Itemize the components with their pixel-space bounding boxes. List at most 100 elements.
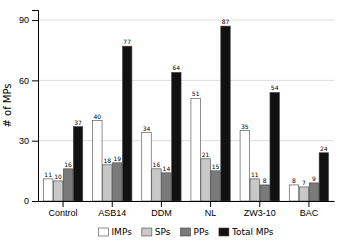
- x-tick-mark: [161, 201, 162, 207]
- legend-swatch: [181, 228, 191, 236]
- x-tick-mark: [63, 201, 64, 207]
- y-axis: 0 30 60 90: [19, 11, 39, 207]
- bar: [260, 185, 269, 201]
- y-tick-mark: [32, 201, 38, 202]
- y-tick-label: 0: [24, 196, 29, 206]
- x-tick-label: Control: [49, 208, 78, 218]
- bar: [73, 127, 82, 201]
- data-label: 19: [113, 155, 121, 162]
- data-label: 16: [64, 161, 72, 168]
- grid-line: [38, 80, 334, 81]
- x-tick-mark: [112, 201, 113, 207]
- data-label: 24: [320, 145, 328, 152]
- y-tick-mark: [32, 80, 38, 81]
- x-tick: BAC: [300, 201, 319, 218]
- bar: [299, 187, 308, 201]
- y-axis-line: [32, 11, 39, 202]
- legend-item: IMPs: [98, 227, 132, 237]
- legend: IMPs SPs PPs Total MPs: [98, 227, 273, 237]
- legend-item: Total MPs: [219, 227, 274, 237]
- bars: [43, 26, 328, 201]
- legend-label: SPs: [155, 227, 171, 237]
- data-label: 9: [312, 175, 316, 182]
- x-tick-label: ZW3-10: [244, 208, 276, 218]
- legend-swatch: [142, 228, 152, 236]
- x-tick: ZW3-10: [244, 201, 276, 218]
- data-label: 51: [192, 90, 200, 97]
- legend-swatch: [98, 228, 108, 236]
- chart: 0 30 60 90 Control ASB14 DDM NL ZW3-10 BAC 11 40 34 5…: [0, 0, 340, 243]
- bar: [270, 92, 279, 201]
- x-tick-mark: [259, 201, 260, 207]
- bar: [53, 181, 62, 201]
- y-tick-mark: [32, 141, 38, 142]
- data-label: 18: [103, 157, 111, 164]
- legend-item: PPs: [181, 227, 210, 237]
- x-tick: DDM: [151, 201, 172, 218]
- data-label: 10: [54, 173, 62, 180]
- legend-label: PPs: [194, 227, 210, 237]
- bar: [122, 46, 131, 201]
- plot: 0 30 60 90 Control ASB14 DDM NL ZW3-10 BAC 11 40 34 5…: [19, 11, 335, 219]
- y-tick-label: 60: [19, 76, 29, 86]
- y-tick: 60: [19, 76, 38, 86]
- bar: [240, 131, 249, 201]
- y-tick: 0: [24, 196, 38, 206]
- legend-label: IMPs: [111, 227, 132, 237]
- x-axis: Control ASB14 DDM NL ZW3-10 BAC: [39, 201, 335, 218]
- bar: [201, 159, 210, 201]
- bar: [319, 153, 328, 201]
- data-label: 11: [251, 171, 259, 178]
- bar: [93, 121, 102, 201]
- x-tick-label: DDM: [151, 208, 172, 218]
- bar: [250, 179, 259, 201]
- x-tick-mark: [210, 201, 211, 207]
- data-label: 64: [173, 64, 181, 71]
- bar: [103, 165, 112, 201]
- y-tick: 90: [19, 15, 38, 25]
- legend-item: SPs: [142, 227, 171, 237]
- y-label: # of MPs: [2, 83, 13, 127]
- bar: [152, 169, 161, 201]
- grid: [38, 20, 334, 201]
- x-tick: NL: [205, 201, 217, 218]
- x-tick: ASB14: [98, 201, 126, 218]
- data-label: 35: [241, 123, 249, 130]
- bar: [191, 98, 200, 201]
- data-label: 14: [163, 165, 171, 172]
- bar: [172, 72, 181, 201]
- bar: [142, 133, 151, 201]
- data-label: 8: [263, 177, 267, 184]
- bar: [112, 163, 121, 201]
- x-tick: Control: [49, 201, 78, 218]
- data-label: 87: [222, 18, 230, 25]
- data-label: 40: [93, 113, 101, 120]
- legend-label: Total MPs: [231, 227, 274, 237]
- data-label: 21: [202, 151, 210, 158]
- x-tick-mark: [308, 201, 309, 207]
- data-label: 8: [292, 177, 296, 184]
- bar: [211, 171, 220, 201]
- x-tick-label: ASB14: [98, 208, 126, 218]
- bar: [221, 26, 230, 201]
- x-axis-line: [39, 201, 335, 202]
- data-label: 16: [153, 161, 161, 168]
- bar: [289, 185, 298, 201]
- data-label: 37: [74, 119, 82, 126]
- data-labels: 11 40 34 51 35 8 10 18 16 21 11 7 16 19 14 15 8 9 37 77 64 87…: [44, 18, 328, 186]
- grid-line: [38, 20, 334, 21]
- data-label: 54: [271, 84, 279, 91]
- x-tick-label: BAC: [300, 208, 319, 218]
- x-tick-label: NL: [205, 208, 217, 218]
- y-tick-label: 30: [19, 136, 29, 146]
- data-label: 7: [302, 179, 306, 186]
- data-label: 11: [44, 171, 52, 178]
- data-label: 77: [123, 38, 131, 45]
- data-label: 34: [143, 125, 151, 132]
- bar: [162, 173, 171, 201]
- data-label: 15: [212, 163, 220, 170]
- legend-swatch: [219, 228, 229, 236]
- bar: [43, 179, 52, 201]
- bar: [309, 183, 318, 201]
- y-tick: 30: [19, 136, 38, 146]
